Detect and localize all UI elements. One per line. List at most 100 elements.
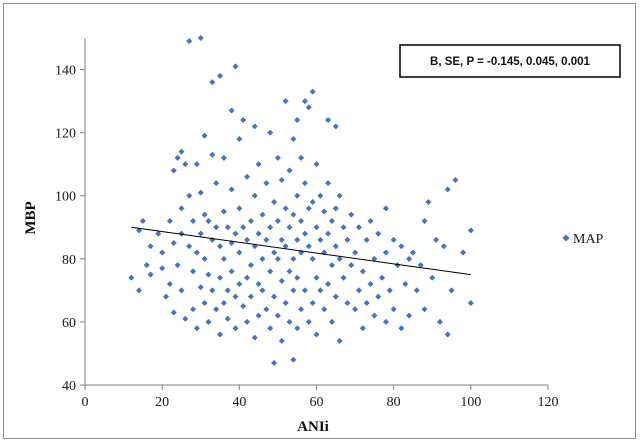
data-point: [325, 281, 332, 288]
data-point: [309, 255, 316, 262]
data-point: [136, 287, 143, 294]
data-point: [282, 98, 289, 105]
data-point: [155, 230, 162, 237]
data-point: [317, 287, 324, 294]
data-point: [236, 249, 243, 256]
data-point: [398, 325, 405, 332]
data-point: [147, 271, 154, 278]
data-point: [178, 287, 185, 294]
data-point: [382, 318, 389, 325]
data-point: [328, 217, 335, 224]
data-point: [166, 217, 173, 224]
trendline: [131, 226, 471, 276]
data-point: [240, 224, 247, 231]
data-point: [244, 173, 251, 180]
data-point: [398, 243, 405, 250]
data-point: [448, 287, 455, 294]
data-point: [128, 274, 135, 281]
data-point: [205, 318, 212, 325]
data-point: [321, 306, 328, 313]
data-point: [286, 167, 293, 174]
data-point: [375, 293, 382, 300]
data-point: [294, 325, 301, 332]
y-tick-label: 100: [55, 190, 76, 205]
data-point: [313, 331, 320, 338]
data-point: [224, 224, 231, 231]
data-point: [240, 117, 247, 124]
data-point: [332, 205, 339, 212]
data-point: [174, 154, 181, 161]
data-point: [197, 230, 204, 237]
data-point: [170, 309, 177, 316]
data-point: [205, 217, 212, 224]
data-point: [313, 161, 320, 168]
data-point: [290, 255, 297, 262]
data-point: [344, 299, 351, 306]
data-point: [325, 180, 332, 187]
data-point: [217, 243, 224, 250]
data-point: [220, 208, 227, 215]
data-point: [460, 249, 467, 256]
data-point: [263, 306, 270, 313]
data-point: [143, 262, 150, 269]
data-point: [209, 287, 216, 294]
data-point: [352, 306, 359, 313]
data-point: [193, 249, 200, 256]
data-point: [305, 205, 312, 212]
data-point: [371, 255, 378, 262]
data-point: [182, 315, 189, 322]
data-point: [209, 151, 216, 158]
data-point: [228, 268, 235, 275]
data-point: [274, 312, 281, 319]
data-point: [232, 230, 239, 237]
data-point: [325, 230, 332, 237]
data-point: [290, 211, 297, 218]
data-point: [444, 186, 451, 193]
data-point: [236, 135, 243, 142]
data-point: [467, 227, 474, 234]
data-point: [301, 180, 308, 187]
data-point: [409, 249, 416, 256]
data-point: [355, 287, 362, 294]
data-point: [228, 186, 235, 193]
data-point: [201, 255, 208, 262]
data-point: [217, 274, 224, 281]
data-point: [224, 315, 231, 322]
data-point: [301, 98, 308, 105]
data-point: [213, 306, 220, 313]
data-point: [278, 277, 285, 284]
x-tick-label: 100: [460, 395, 481, 410]
data-point: [286, 224, 293, 231]
data-point: [190, 268, 197, 275]
data-point: [294, 274, 301, 281]
data-point: [255, 230, 262, 237]
data-point: [224, 287, 231, 294]
data-point: [247, 217, 254, 224]
data-point: [170, 240, 177, 247]
data-point: [313, 224, 320, 231]
data-point: [178, 230, 185, 237]
data-point: [259, 287, 266, 294]
data-point: [336, 255, 343, 262]
data-point: [282, 205, 289, 212]
y-tick-label: 80: [62, 253, 76, 268]
data-point: [294, 192, 301, 199]
data-point: [417, 262, 424, 269]
data-point: [309, 88, 316, 95]
data-point: [363, 299, 370, 306]
stats-annotation: B, SE, P = -0.145, 0.045, 0.001: [430, 56, 591, 68]
data-point: [247, 262, 254, 269]
data-point: [178, 148, 185, 155]
data-point: [274, 154, 281, 161]
y-tick-label: 60: [62, 316, 76, 331]
data-point: [359, 268, 366, 275]
data-point: [328, 318, 335, 325]
data-point: [467, 299, 474, 306]
legend: MAP: [562, 232, 604, 247]
data-point: [271, 359, 278, 366]
data-point: [332, 123, 339, 130]
data-point: [190, 306, 197, 313]
data-point: [186, 243, 193, 250]
data-point: [232, 325, 239, 332]
